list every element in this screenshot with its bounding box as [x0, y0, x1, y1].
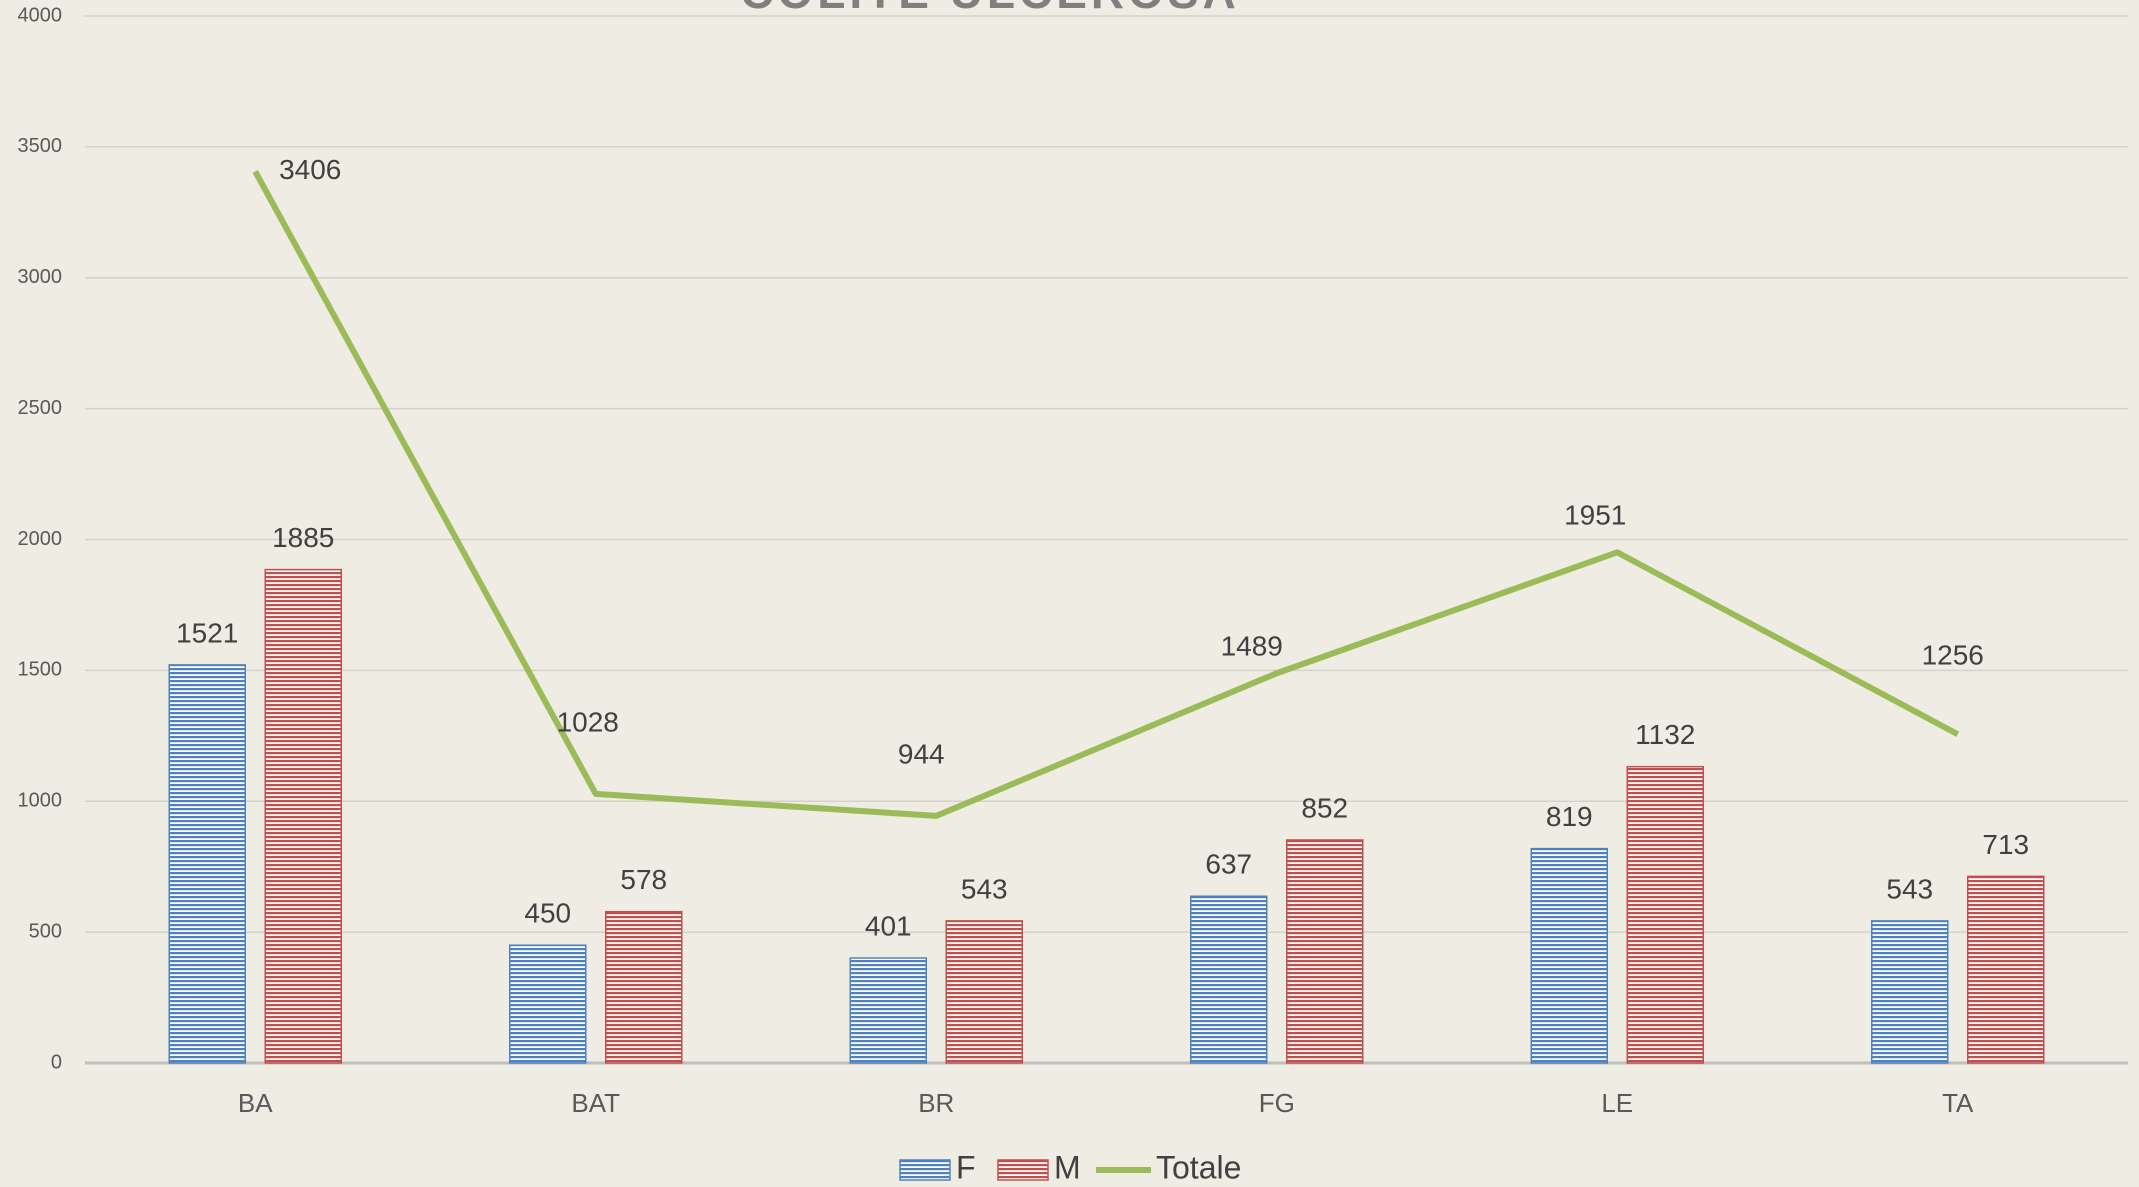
bar — [945, 920, 1023, 1064]
y-tick-label: 3000 — [18, 266, 63, 288]
x-tick-label: BAT — [571, 1088, 620, 1118]
data-label: 1951 — [1564, 500, 1626, 531]
y-tick-label: 1000 — [18, 790, 63, 812]
y-tick-label: 3500 — [18, 135, 63, 157]
data-label: 1885 — [272, 522, 334, 553]
bar — [849, 957, 927, 1064]
x-tick-label: BR — [918, 1088, 954, 1118]
bar — [1871, 920, 1949, 1064]
x-tick-label: BA — [238, 1088, 273, 1118]
bar — [1967, 875, 2045, 1064]
legend-swatch — [899, 1159, 951, 1181]
data-label: 543 — [1886, 873, 1933, 904]
y-tick-label: 2000 — [18, 528, 63, 550]
line — [252, 170, 1960, 819]
bar — [168, 664, 246, 1064]
data-label: 3406 — [279, 154, 341, 185]
y-tick-label: 2500 — [18, 397, 63, 419]
x-tick-label: FG — [1259, 1088, 1295, 1118]
y-tick-label: 500 — [29, 920, 62, 942]
data-label: 852 — [1301, 792, 1348, 823]
data-label: 713 — [1982, 829, 2029, 860]
y-tick-label: 4000 — [18, 4, 63, 26]
data-label: 450 — [524, 898, 571, 929]
data-label: 1256 — [1922, 640, 1984, 671]
y-tick-label: 0 — [51, 1051, 62, 1073]
x-tick-label: LE — [1601, 1088, 1633, 1118]
bar — [1626, 765, 1704, 1064]
chart-title: COLITE ULCEROSA — [740, 0, 1240, 18]
data-label: 1521 — [176, 617, 238, 648]
data-label: 1028 — [557, 706, 619, 737]
bar — [1530, 847, 1608, 1064]
y-tick-label: 1500 — [18, 659, 63, 681]
bar — [1286, 839, 1364, 1064]
data-label: 637 — [1205, 849, 1252, 880]
x-tick-label: TA — [1942, 1088, 1974, 1118]
data-label: 819 — [1546, 801, 1593, 832]
bar — [509, 944, 587, 1064]
data-label: 1132 — [1635, 719, 1695, 750]
legend-label: Totale — [1156, 1149, 1241, 1185]
legend-swatch — [997, 1159, 1049, 1181]
bar — [1190, 895, 1268, 1064]
data-label: 1489 — [1221, 631, 1283, 662]
data-label: 543 — [961, 873, 1008, 904]
data-label: 401 — [865, 910, 912, 941]
bar — [605, 910, 683, 1064]
data-label: 944 — [898, 738, 945, 769]
data-label: 578 — [620, 864, 667, 895]
legend-label: F — [956, 1149, 976, 1185]
legend-label: M — [1054, 1149, 1081, 1185]
bar — [264, 568, 342, 1064]
